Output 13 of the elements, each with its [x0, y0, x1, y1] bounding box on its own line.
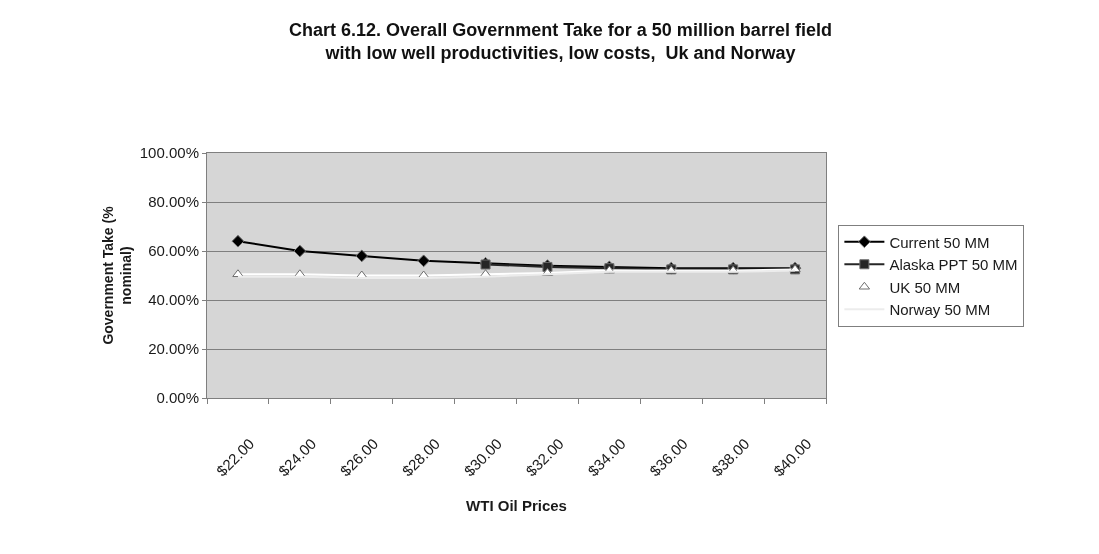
x-axis-title: WTI Oil Prices — [466, 497, 567, 515]
y-tick-label: 100.00% — [139, 144, 199, 162]
y-tick-label: 0.00% — [156, 389, 199, 407]
y-tick-label: 60.00% — [148, 242, 199, 260]
legend-label: UK 50 MM — [889, 278, 961, 296]
legend-label: Current 50 MM — [889, 233, 990, 251]
y-tick-label: 80.00% — [148, 193, 199, 211]
chart-title: Chart 6.12. Overall Government Take for a 50 million barrel field with low well productivities, low costs, Uk and Norway — [289, 20, 832, 64]
y-tick-label: 20.00% — [148, 340, 199, 358]
legend-label: Norway 50 MM — [889, 301, 991, 319]
y-tick-label: 40.00% — [148, 291, 199, 309]
y-axis-title: Government Take (% nominal) — [100, 205, 135, 345]
legend-label: Alaska PPT 50 MM — [889, 256, 1018, 274]
